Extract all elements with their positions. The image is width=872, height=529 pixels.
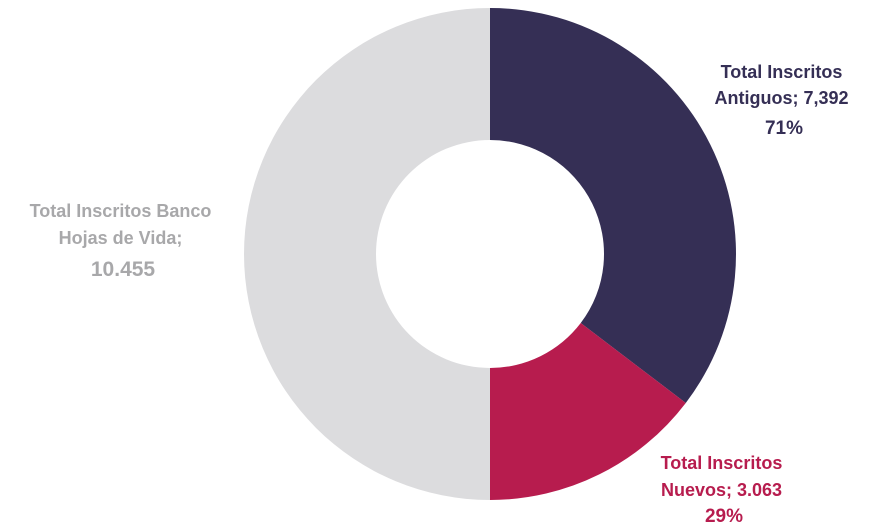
slice-nuevos (490, 323, 686, 500)
slice-banco (244, 8, 490, 500)
label-nuevos: Total Inscritos Nuevos; 3.063 29% (661, 453, 788, 527)
label-nuevos-percent: 29% (705, 506, 743, 527)
label-banco-line-2: Hojas de Vida; (59, 228, 183, 248)
label-banco-value: 10.455 (91, 258, 156, 281)
label-nuevos-line-1: Total Inscritos (661, 453, 783, 473)
label-banco: Total Inscritos Banco Hojas de Vida; 10.… (30, 201, 217, 281)
label-antiguos-line-1: Total Inscritos (721, 62, 843, 82)
label-antiguos: Total Inscritos Antiguos; 7,392 71% (714, 62, 853, 139)
label-antiguos-line-2: Antiguos; 7,392 (714, 88, 848, 108)
donut-slices (244, 8, 736, 500)
label-antiguos-percent: 71% (765, 118, 803, 139)
label-nuevos-line-2: Nuevos; 3.063 (661, 480, 782, 500)
label-banco-line-1: Total Inscritos Banco (30, 201, 212, 221)
slice-antiguos (490, 8, 736, 403)
